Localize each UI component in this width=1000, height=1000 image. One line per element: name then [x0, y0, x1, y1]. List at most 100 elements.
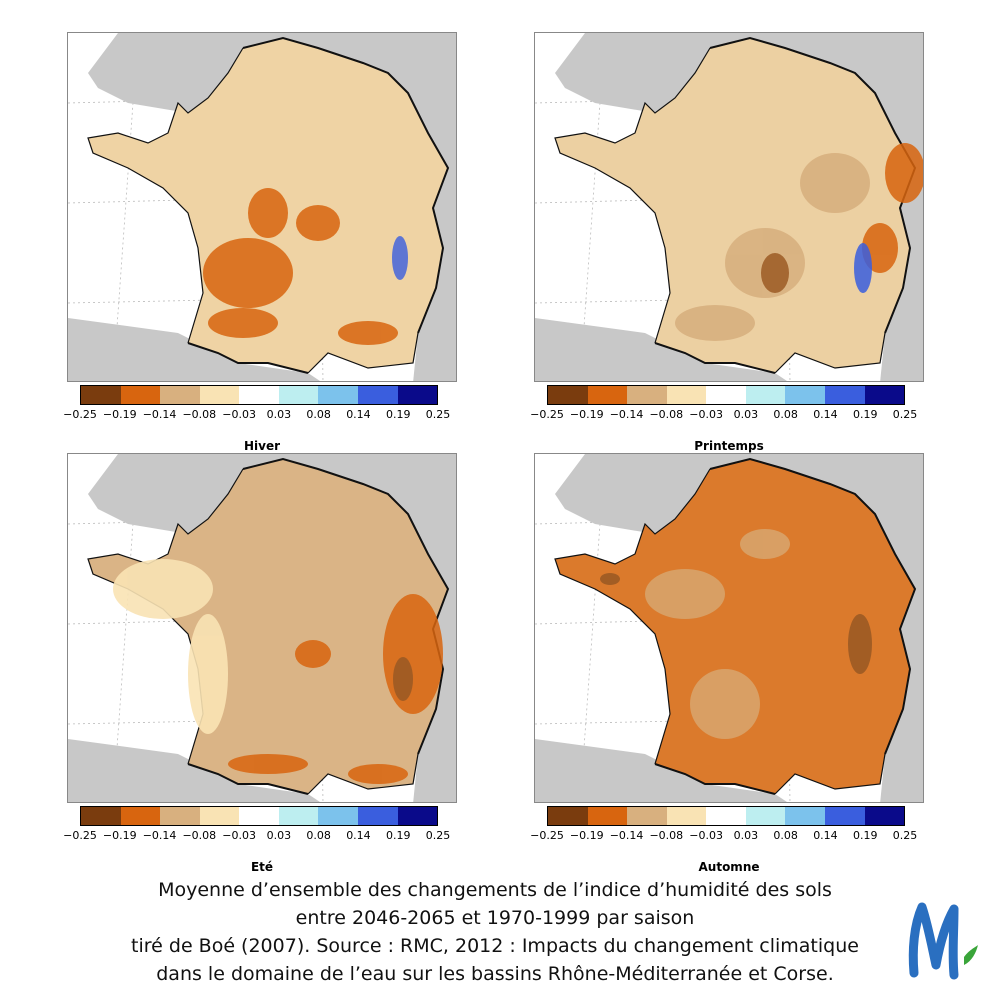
colorbar-tick-label: −0.03 — [222, 408, 256, 421]
colorbar — [547, 385, 905, 405]
colorbar-swatch — [81, 386, 121, 404]
colorbar-swatch — [120, 386, 161, 404]
colorbar-swatch — [864, 807, 905, 825]
colorbar-swatch — [239, 386, 279, 404]
colorbar-swatch — [199, 807, 240, 825]
panel-ete: −0.25 −0.19 −0.14 −0.08 −0.03 0.03 0.08 0.14 0.1… — [63, 453, 457, 878]
colorbar-swatch — [627, 386, 667, 404]
colorbar-tick-label: 0.19 — [385, 408, 411, 421]
map-ete — [67, 453, 457, 803]
colorbar-tick-label: 0.25 — [892, 829, 918, 842]
country-borders — [187, 457, 450, 795]
neighbor-countries — [68, 33, 456, 381]
colorbar-swatch — [706, 386, 746, 404]
colorbar-ticks: −0.25 −0.19 −0.14 −0.08 −0.03 0.03 0.08 0.14 0.1… — [530, 829, 924, 845]
caption-line-1: Moyenne d’ensemble des changements de l’… — [158, 879, 832, 901]
colorbar-swatch — [864, 386, 905, 404]
colorbar-swatch — [548, 386, 588, 404]
colorbar-swatch — [587, 807, 628, 825]
colorbar — [80, 385, 438, 405]
colorbar-swatch — [666, 807, 707, 825]
france-shape — [555, 38, 915, 373]
colorbar-swatch — [160, 807, 200, 825]
caption-line-3: tiré de Boé (2007). Source : RMC, 2012 :… — [131, 935, 859, 957]
colorbar-tick-label: −0.08 — [649, 408, 684, 421]
coastline — [554, 468, 886, 795]
colorbar-tick-label: 0.14 — [813, 829, 838, 842]
logo-m-stroke — [908, 902, 959, 980]
colorbar-tick-label: −0.14 — [142, 408, 177, 421]
neighbor-countries — [68, 454, 456, 802]
colorbar-tick-label: 0.14 — [346, 829, 371, 842]
colorbar-tick-label: 0.25 — [425, 829, 451, 842]
colorbar-tick-label: 0.14 — [813, 408, 838, 421]
colorbar-tick-label: −0.14 — [142, 829, 177, 842]
colorbar-tick-label: −0.08 — [182, 829, 217, 842]
map-automne — [534, 453, 924, 803]
colorbar-tick-label: −0.08 — [182, 408, 217, 421]
colorbar-swatch — [666, 386, 707, 404]
colorbar-swatch — [278, 386, 319, 404]
colorbar-tick-label: −0.14 — [609, 408, 644, 421]
map-svg-automne — [535, 454, 923, 802]
map-hiver — [67, 32, 457, 382]
colorbar-swatch — [548, 807, 588, 825]
colorbar-ticks: −0.25 −0.19 −0.14 −0.08 −0.03 0.03 0.08 0.14 0.1… — [63, 829, 457, 845]
colorbar-tick-label: −0.03 — [222, 829, 256, 842]
colorbar-tick-label: 0.08 — [773, 408, 798, 421]
lighter-patches — [645, 529, 790, 739]
light-patches — [113, 559, 228, 734]
very-dry-patches — [393, 657, 413, 701]
colorbar-swatch — [81, 807, 121, 825]
colorbar — [547, 806, 905, 826]
colorbar-swatch — [785, 807, 825, 825]
colorbar-swatch — [199, 386, 240, 404]
colorbar-ticks: −0.25 −0.19 −0.14 −0.08 −0.03 0.03 0.08 0.14 0.1… — [530, 408, 924, 424]
colorbar-tick-label: 0.08 — [306, 829, 331, 842]
colorbar-tick-label: 0.03 — [733, 829, 759, 842]
country-borders — [187, 36, 450, 374]
panel-automne: −0.25 −0.19 −0.14 −0.08 −0.03 0.03 0.08 0.14 0.1… — [530, 453, 924, 878]
map-svg-hiver — [68, 33, 456, 381]
colorbar-tick-label: 0.19 — [852, 829, 878, 842]
coastline — [87, 47, 419, 374]
colorbar-tick-label: −0.25 — [63, 408, 97, 421]
colorbar-tick-label: −0.19 — [569, 408, 604, 421]
panel-title-printemps: Printemps — [694, 439, 764, 453]
panel-title-hiver: Hiver — [243, 439, 281, 453]
logo-leaf — [964, 945, 978, 965]
colorbar-tick-label: 0.14 — [346, 408, 371, 421]
colorbar-tick-label: −0.19 — [102, 408, 137, 421]
colorbar-swatch — [824, 807, 865, 825]
colorbar-tick-label: −0.25 — [63, 829, 97, 842]
colorbar-tick-label: 0.19 — [385, 829, 411, 842]
neighbor-countries — [535, 33, 923, 381]
colorbar-swatch — [239, 807, 279, 825]
colorbar-swatch — [397, 807, 438, 825]
colorbar-tick-label: 0.25 — [892, 408, 918, 421]
country-borders — [654, 457, 917, 795]
panel-printemps: −0.25 −0.19 −0.14 −0.08 −0.03 0.03 0.08 0.14 0.1… — [530, 32, 924, 457]
wet-patches — [854, 243, 872, 293]
colorbar-ticks: −0.25 −0.19 −0.14 −0.08 −0.03 0.03 0.08 0.14 0.1… — [63, 408, 457, 424]
colorbar-tick-label: −0.03 — [689, 829, 723, 842]
country-borders — [654, 36, 917, 374]
caption-line-2: entre 2046-2065 et 1970-1999 par saison — [295, 907, 695, 929]
colorbar-swatch — [318, 386, 358, 404]
colorbar-swatch — [745, 807, 786, 825]
neighbor-countries — [535, 454, 923, 802]
logo — [900, 895, 980, 985]
map-printemps — [534, 32, 924, 382]
dry-patches — [203, 188, 398, 345]
panel-title-automne: Automne — [698, 860, 760, 874]
colorbar-swatch — [318, 807, 358, 825]
colorbar-swatch — [357, 386, 398, 404]
colorbar-swatch — [357, 807, 398, 825]
colorbar-tick-label: 0.03 — [733, 408, 759, 421]
colorbar-tick-label: −0.03 — [689, 408, 723, 421]
colorbar-tick-label: 0.08 — [773, 829, 798, 842]
caption-line-4: dans le domaine de l’eau sur les bassins… — [156, 963, 834, 985]
colorbar — [80, 806, 438, 826]
colorbar-swatch — [745, 386, 786, 404]
very-dry-patches — [761, 253, 789, 293]
